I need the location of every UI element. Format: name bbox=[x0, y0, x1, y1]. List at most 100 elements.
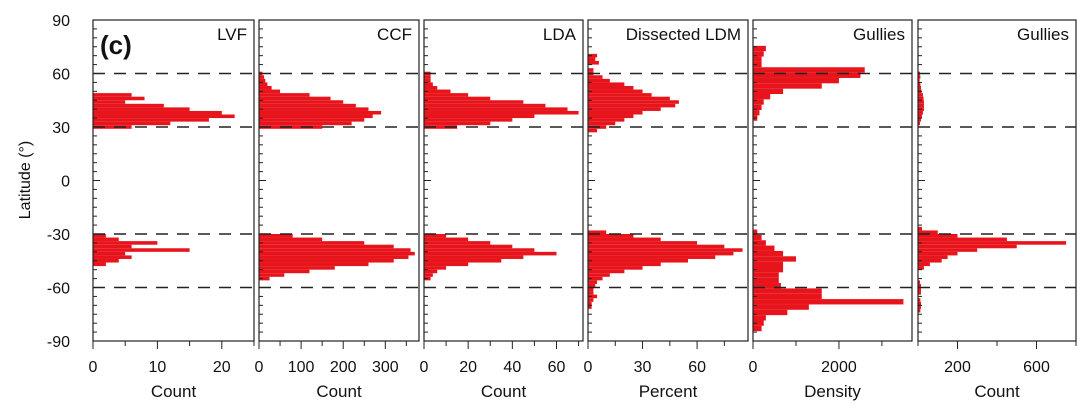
panel-frame bbox=[917, 19, 1077, 342]
histogram-bar bbox=[259, 269, 310, 274]
histogram-bar bbox=[918, 82, 921, 86]
x-tick-label: 0 bbox=[584, 359, 593, 376]
panel-title: LVF bbox=[217, 25, 247, 44]
histogram-bar bbox=[424, 89, 451, 94]
x-tick-label: 20 bbox=[213, 359, 231, 376]
histogram-bar bbox=[588, 230, 607, 234]
histogram-bar bbox=[588, 85, 634, 90]
x-tick-label: 100 bbox=[288, 359, 315, 376]
histogram-bar bbox=[93, 100, 126, 104]
histogram-bar bbox=[588, 305, 592, 309]
histogram-panel: 0 100 200 300 Count CCF bbox=[255, 19, 420, 401]
histogram-bar bbox=[588, 291, 594, 295]
y-tick-labels: 90 60 30 0 -30 -60 -90 bbox=[47, 13, 70, 351]
histogram-bar bbox=[424, 103, 546, 108]
histogram-bar bbox=[753, 272, 779, 278]
histogram-bar bbox=[588, 78, 610, 83]
histogram-bar bbox=[918, 103, 924, 108]
x-axis-label: Percent bbox=[639, 382, 698, 401]
x-tick-label: 0 bbox=[749, 359, 758, 376]
histogram-bar bbox=[93, 118, 209, 122]
panel-title: CCF bbox=[377, 25, 412, 44]
x-tick-label: 40 bbox=[503, 359, 521, 376]
histogram-bar bbox=[918, 234, 958, 238]
histogram-bar bbox=[753, 245, 775, 251]
histogram-bar bbox=[918, 251, 958, 256]
histogram-bar bbox=[588, 100, 679, 104]
histogram-bar bbox=[918, 255, 948, 259]
histogram-bar bbox=[588, 96, 670, 101]
histogram-bar bbox=[93, 103, 164, 108]
histogram-bar bbox=[918, 280, 920, 284]
histogram-bar bbox=[93, 93, 132, 97]
x-axis-label: Count bbox=[481, 382, 527, 401]
histogram-bar bbox=[918, 283, 921, 288]
histogram-bar bbox=[259, 110, 382, 115]
histogram-bar bbox=[918, 298, 921, 302]
histogram-panel: 0 2000 Density Gullies bbox=[749, 19, 913, 401]
histogram-bar bbox=[259, 276, 270, 281]
histogram-bar bbox=[753, 83, 822, 89]
histogram-bar bbox=[753, 283, 781, 289]
histogram-bar bbox=[259, 241, 365, 245]
histogram-bar bbox=[93, 248, 190, 252]
histogram-bar bbox=[259, 96, 331, 101]
histogram-bar bbox=[259, 89, 281, 94]
histogram-bar bbox=[753, 288, 822, 294]
histogram-bar bbox=[424, 82, 433, 86]
histogram-bar bbox=[918, 258, 942, 263]
x-axis-label: Density bbox=[804, 382, 861, 401]
histogram-bar bbox=[918, 241, 1067, 245]
histogram-bar bbox=[93, 96, 145, 101]
histogram-bar bbox=[588, 103, 676, 108]
histogram-bar bbox=[588, 61, 599, 65]
x-tick-label: 2000 bbox=[821, 359, 857, 376]
histogram-bar bbox=[753, 56, 762, 62]
histogram-bar bbox=[918, 244, 1017, 249]
histogram-bar bbox=[259, 93, 310, 97]
histogram-bar bbox=[588, 68, 594, 72]
histogram-bar bbox=[753, 304, 809, 310]
histogram-bar bbox=[424, 96, 491, 101]
y-tick-label: 90 bbox=[52, 13, 70, 30]
histogram-bar bbox=[93, 262, 106, 267]
histogram-bar bbox=[424, 241, 491, 245]
histogram-bar bbox=[588, 241, 698, 245]
panel-title: Gullies bbox=[853, 25, 905, 44]
histogram-bar bbox=[588, 237, 661, 242]
histogram-bar bbox=[918, 226, 922, 231]
histogram-bar bbox=[753, 320, 764, 326]
histogram-bar bbox=[424, 100, 524, 104]
histogram-bar bbox=[753, 45, 766, 52]
histogram-bar bbox=[259, 244, 394, 249]
histogram-bar bbox=[918, 262, 930, 267]
histogram-bar bbox=[918, 100, 924, 104]
x-axis-label: Count bbox=[316, 382, 362, 401]
y-tick-label: -30 bbox=[47, 227, 70, 244]
histogram-bar bbox=[918, 230, 938, 234]
histogram-bar bbox=[424, 121, 491, 126]
x-tick-label: 0 bbox=[420, 359, 429, 376]
histogram-bar bbox=[424, 107, 568, 111]
histogram-bar bbox=[753, 104, 762, 111]
panel-label: (c) bbox=[100, 30, 132, 60]
x-tick-label: 600 bbox=[1023, 359, 1050, 376]
histogram-bar bbox=[259, 100, 344, 104]
histogram-bar bbox=[588, 298, 594, 302]
histogram-bar bbox=[424, 262, 469, 267]
x-tick-label: 60 bbox=[548, 359, 566, 376]
y-tick-label: -90 bbox=[47, 334, 70, 351]
histogram-bar bbox=[259, 234, 293, 238]
histogram-bar bbox=[918, 287, 921, 292]
histogram-bar bbox=[918, 248, 978, 252]
histogram-bar bbox=[753, 256, 796, 262]
x-axis-label: Count bbox=[151, 382, 197, 401]
histogram-bar bbox=[588, 234, 634, 238]
histogram-bar bbox=[588, 269, 625, 274]
histogram-bar bbox=[424, 78, 431, 83]
histogram-bar bbox=[753, 325, 762, 332]
histogram-bar bbox=[259, 273, 285, 277]
histogram-bar bbox=[753, 72, 861, 78]
